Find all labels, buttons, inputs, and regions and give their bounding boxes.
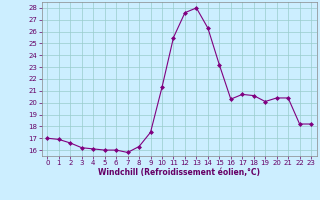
X-axis label: Windchill (Refroidissement éolien,°C): Windchill (Refroidissement éolien,°C) bbox=[98, 168, 260, 177]
